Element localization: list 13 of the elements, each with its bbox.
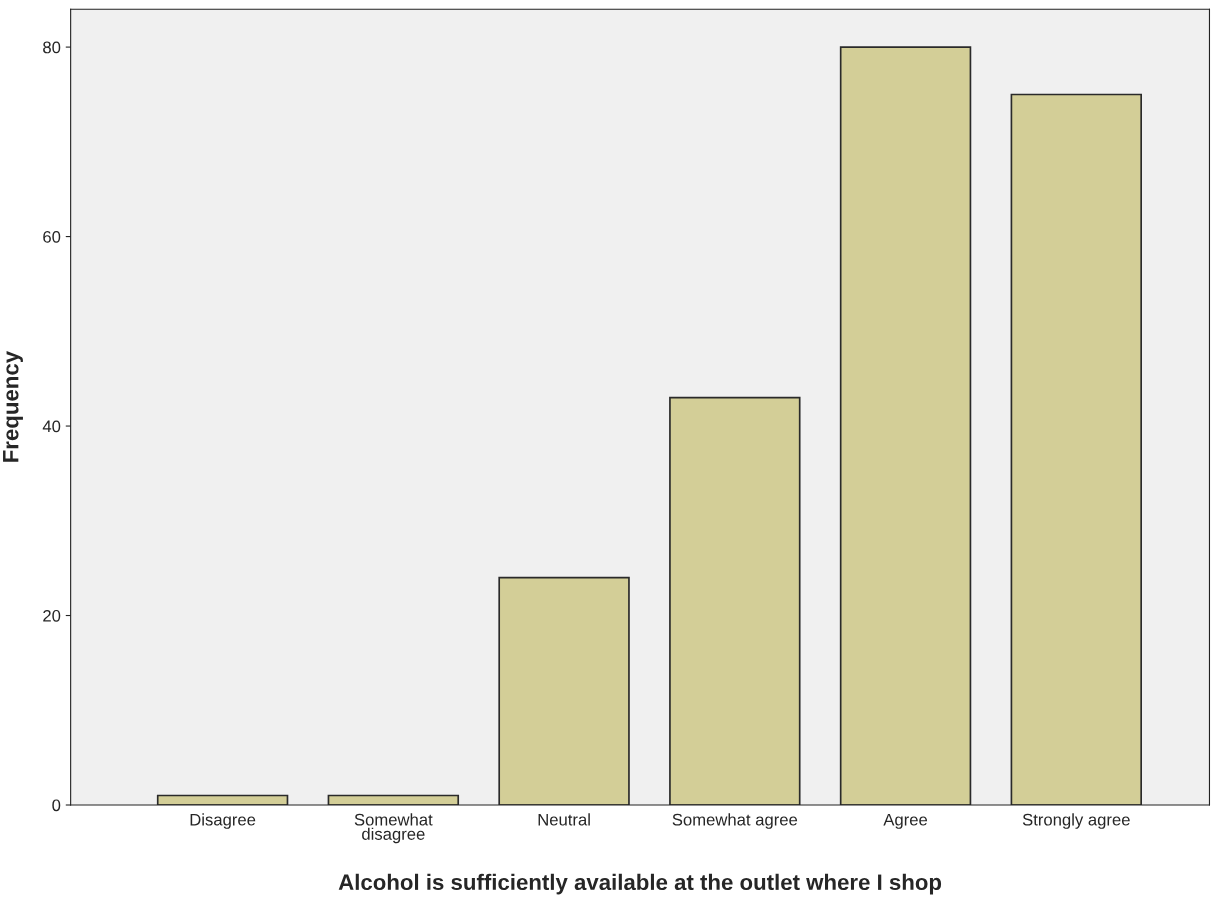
y-tick-label: 0 (52, 799, 61, 812)
y-tick-label: 40 (42, 420, 61, 433)
x-tick-label: Strongly agree (1022, 813, 1130, 829)
x-tick-label: Disagree (190, 813, 256, 829)
y-axis-title: Frequency (3, 351, 23, 462)
x-axis-title: Alcohol is sufficiently available at the outlet where I shop (338, 873, 942, 895)
x-tick-label: Somewhat agree (672, 813, 798, 829)
x-tick-label: Somewhat disagree (354, 813, 433, 844)
y-tick-label: 80 (43, 41, 61, 54)
x-tick-label: Neutral (538, 813, 590, 826)
y-tick-label: 60 (43, 230, 61, 243)
y-tick-label: 20 (43, 609, 61, 622)
x-tick-label: Agree (883, 813, 928, 829)
